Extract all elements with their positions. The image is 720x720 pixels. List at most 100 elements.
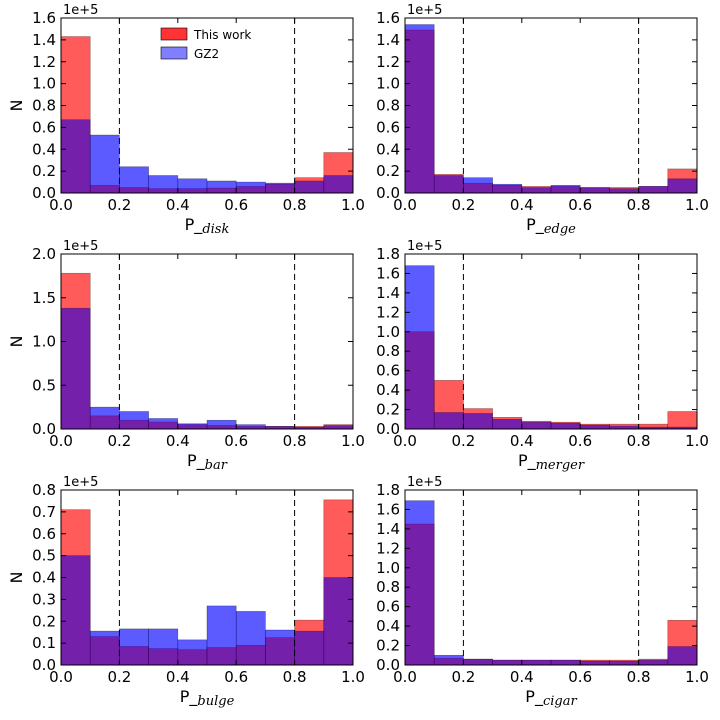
axes-frame bbox=[404, 17, 698, 194]
legend-swatch-gz2 bbox=[160, 46, 188, 60]
this-work-bar-shade-7 bbox=[265, 184, 295, 193]
gz2-bar-7 bbox=[265, 629, 295, 666]
this-work-bar-shade-9 bbox=[667, 620, 697, 665]
sci-offset-label: 1e+5 bbox=[407, 475, 442, 490]
x-tick-label: 0.8 bbox=[627, 432, 651, 450]
gz2-bar-shade-4 bbox=[521, 187, 551, 193]
gz2-bar-shade-5 bbox=[207, 605, 237, 665]
y-tick-label: 1.6 bbox=[376, 500, 400, 518]
this-work-bar-shade-4 bbox=[521, 186, 551, 193]
y-tick-label: 1.6 bbox=[376, 9, 400, 27]
gz2-bar-shade-8 bbox=[638, 186, 668, 193]
y-tick-label: 0.5 bbox=[32, 547, 56, 565]
this-work-bar-shade-1 bbox=[90, 185, 120, 193]
x-axis-label: P_merger bbox=[518, 451, 585, 473]
this-work-bar-shade-4 bbox=[177, 188, 207, 193]
gz2-bar-1 bbox=[89, 630, 120, 666]
y-tick-label: 0.0 bbox=[32, 184, 56, 202]
gz2-bar-shade-7 bbox=[609, 188, 639, 193]
legend-swatch-this-work bbox=[160, 27, 188, 41]
x-tick-label: 0.8 bbox=[283, 668, 307, 686]
this-work-bar-shade-5 bbox=[207, 188, 237, 193]
this-work-bar-shade-8 bbox=[294, 426, 324, 429]
legend-label-gz2: GZ2 bbox=[194, 47, 219, 61]
x-tick-label: 0.4 bbox=[510, 668, 534, 686]
gz2-bar-shade-3 bbox=[492, 184, 522, 193]
y-tick-label: 0.8 bbox=[376, 342, 400, 360]
this-work-bar-shade-2 bbox=[119, 646, 149, 665]
x-tick-label: 0.0 bbox=[393, 668, 417, 686]
y-tick-label: 2.0 bbox=[32, 245, 56, 263]
y-tick-label: 0.2 bbox=[32, 612, 56, 630]
this-work-bar-shade-7 bbox=[609, 660, 639, 665]
this-work-bar-shade-0 bbox=[405, 524, 435, 665]
y-axis-label: N bbox=[7, 572, 26, 584]
gz2-bar-shade-9 bbox=[323, 425, 353, 429]
y-tick-label: 0.4 bbox=[32, 140, 56, 158]
x-tick-label: 1.0 bbox=[685, 668, 709, 686]
y-tick-label: 0.8 bbox=[32, 481, 56, 499]
this-work-bar-shade-3 bbox=[492, 417, 522, 429]
y-tick-label: 0.7 bbox=[32, 503, 56, 521]
gz2-bar-shade-0 bbox=[61, 308, 91, 429]
gz2-bar-shade-6 bbox=[580, 187, 610, 193]
x-tick-label: 0.2 bbox=[107, 432, 131, 450]
x-tick-label: 1.0 bbox=[341, 432, 365, 450]
this-work-bar-shade-0 bbox=[61, 273, 91, 429]
y-tick-label: 0.3 bbox=[32, 590, 56, 608]
gz2-bar-shade-5 bbox=[551, 660, 581, 665]
panel-cigar: 0.00.20.40.60.81.01.21.41.61.80.0 0.2 0.4 0… bbox=[376, 475, 709, 709]
this-work-bar-shade-8 bbox=[638, 186, 668, 193]
this-work-bar-shade-3 bbox=[148, 188, 178, 193]
x-tick-label: 1.0 bbox=[685, 196, 709, 214]
gz2-bar-shade-6 bbox=[236, 424, 266, 429]
y-tick-label: 1.0 bbox=[376, 75, 400, 93]
gz2-bar-shade-1 bbox=[434, 175, 464, 193]
gz2-bar-shade-2 bbox=[119, 628, 149, 665]
gz2-bar-shade-7 bbox=[609, 426, 639, 429]
gz2-bar-shade-6 bbox=[236, 182, 266, 193]
this-work-bar-shade-9 bbox=[323, 424, 353, 429]
x-tick-label: 0.6 bbox=[568, 196, 592, 214]
this-work-bar-shade-5 bbox=[207, 647, 237, 665]
y-axis-label: N bbox=[7, 100, 26, 112]
y-tick-label: 0.6 bbox=[376, 118, 400, 136]
x-tick-label: 0.2 bbox=[451, 196, 475, 214]
y-tick-label: 1.4 bbox=[376, 31, 400, 49]
x-tick-label: 0.6 bbox=[224, 432, 248, 450]
gz2-bar-shade-9 bbox=[667, 427, 697, 429]
y-tick-label: 0.8 bbox=[376, 578, 400, 596]
x-axis-label: P_cigar bbox=[525, 687, 577, 709]
this-work-bar-shade-6 bbox=[580, 187, 610, 193]
gz2-bar-shade-0 bbox=[405, 500, 435, 665]
this-work-bar-shade-0 bbox=[61, 36, 91, 193]
x-tick-label: 1.0 bbox=[341, 196, 365, 214]
x-tick-label: 0.8 bbox=[627, 196, 651, 214]
y-tick-label: 0.6 bbox=[32, 118, 56, 136]
gz2-bar-shade-8 bbox=[638, 427, 668, 429]
this-work-bar-shade-2 bbox=[463, 408, 493, 429]
this-work-bar-shade-1 bbox=[434, 174, 464, 193]
x-tick-label: 0.8 bbox=[627, 668, 651, 686]
y-tick-label: 0.1 bbox=[32, 634, 56, 652]
gz2-bar-shade-4 bbox=[177, 178, 207, 193]
y-tick-label: 0.2 bbox=[376, 162, 400, 180]
this-work-bar-shade-4 bbox=[521, 660, 551, 665]
gz2-bar-2 bbox=[119, 166, 149, 194]
x-tick-label: 0.2 bbox=[107, 196, 131, 214]
gz2-bar-shade-3 bbox=[148, 418, 178, 429]
x-tick-label: 1.0 bbox=[341, 668, 365, 686]
x-tick-label: 0.0 bbox=[393, 196, 417, 214]
sci-offset-label: 1e+5 bbox=[63, 3, 98, 18]
this-work-bar-shade-3 bbox=[148, 648, 178, 665]
this-work-bar-shade-8 bbox=[638, 659, 668, 665]
gz2-bar-0 bbox=[404, 24, 435, 194]
x-axis-label: P_bar bbox=[187, 451, 228, 473]
gz2-bar-shade-4 bbox=[177, 639, 207, 665]
this-work-bar-shade-9 bbox=[323, 499, 353, 665]
x-tick-label: 0.2 bbox=[451, 668, 475, 686]
y-tick-label: 0.6 bbox=[376, 362, 400, 380]
this-work-bar-shade-4 bbox=[177, 424, 207, 429]
y-tick-label: 1.4 bbox=[376, 520, 400, 538]
x-tick-label: 0.4 bbox=[166, 432, 190, 450]
